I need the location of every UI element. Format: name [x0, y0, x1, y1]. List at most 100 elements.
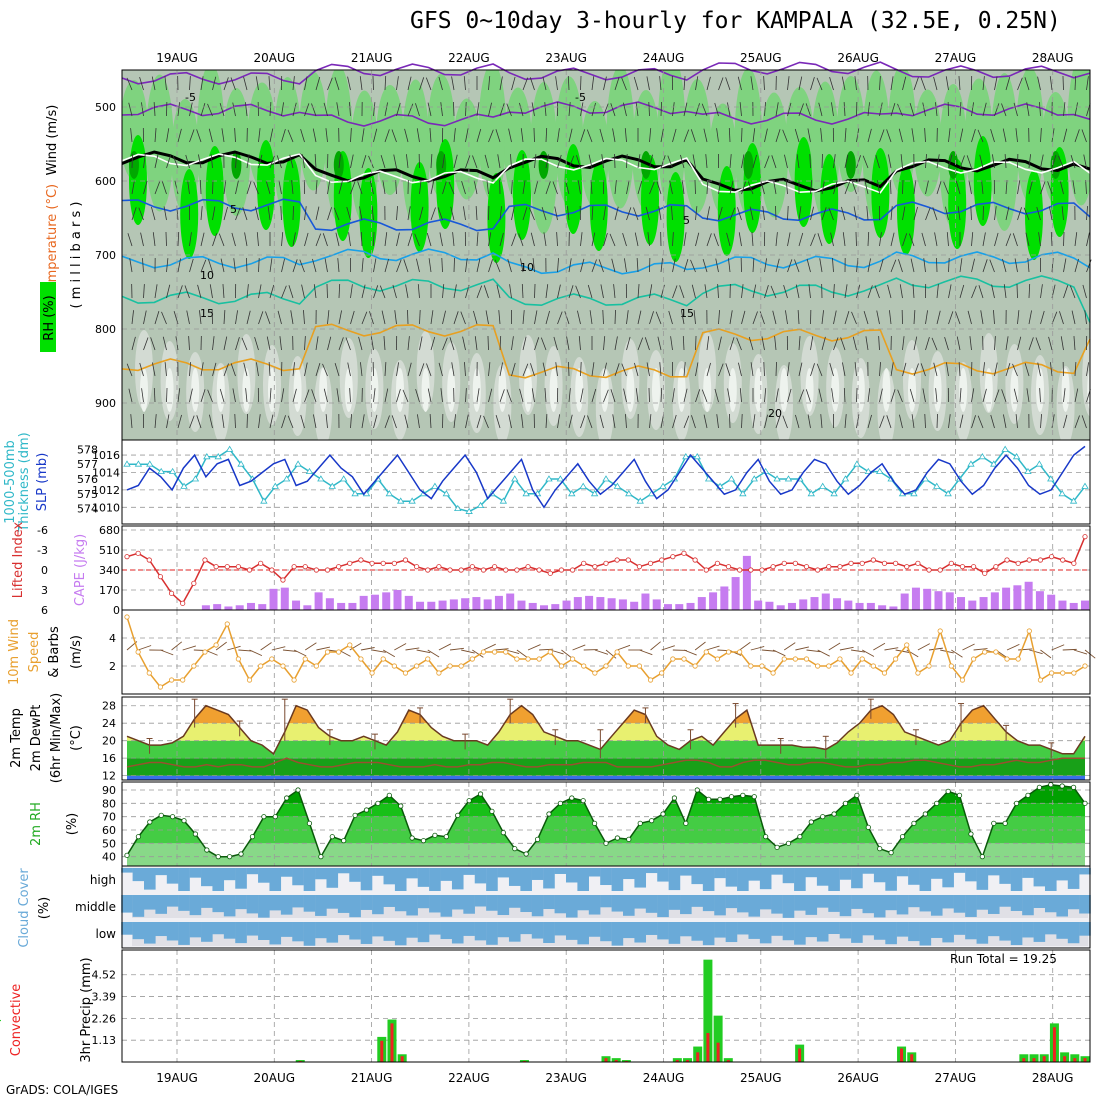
wind-barb: [1074, 388, 1079, 403]
cape-bar: [900, 593, 909, 610]
wind-barb: [649, 311, 654, 325]
wind-barb: [925, 180, 929, 195]
wind-barb: [474, 336, 478, 351]
wind-barb: [626, 336, 631, 351]
wind-barb: [994, 362, 998, 377]
wind-barb: [672, 258, 676, 273]
wind-barb: [736, 337, 742, 351]
wind-barb: [200, 362, 204, 377]
day-label-top: 21AUG: [351, 51, 393, 65]
temp-band: [127, 758, 1085, 776]
wind-barb: [810, 336, 814, 351]
wind-barb: [312, 258, 317, 273]
wind-10m-barb: [783, 642, 796, 651]
wind-barb: [534, 154, 537, 169]
wind-barb: [614, 363, 620, 377]
wind-barb: [810, 206, 814, 221]
wind-barb: [258, 414, 261, 429]
wind-barb: [476, 258, 481, 273]
cape-bar: [461, 598, 470, 610]
cloud-bar: [908, 895, 920, 908]
cape-bar: [810, 597, 819, 610]
lifted-index-line-point: [146, 557, 152, 563]
thickness-line-point: [465, 507, 473, 514]
lifted-index-line-point: [280, 577, 286, 583]
thickness-line-point: [933, 482, 941, 489]
wind-speed-line-point: [614, 649, 620, 655]
rh-lightest-cell: [703, 368, 712, 412]
wind-barb: [557, 414, 560, 429]
wind-barb: [396, 362, 399, 377]
wind-barb: [911, 414, 915, 429]
wind-barb: [971, 258, 975, 273]
wind-barb: [1028, 337, 1034, 351]
wind-10m-barb: [516, 649, 528, 659]
wind-barb: [612, 414, 616, 429]
wind-barb: [586, 129, 593, 143]
thickness-line-point: [818, 482, 827, 489]
cloud-bar: [588, 922, 601, 937]
wind-barb: [886, 415, 892, 429]
thickness-line-point: [545, 475, 553, 482]
lifted-index-line-point: [1026, 557, 1032, 563]
wind-barb: [196, 415, 202, 429]
wind-speed-line-point: [904, 642, 910, 648]
wind-barb: [795, 414, 800, 429]
wind-barb: [292, 102, 297, 117]
wind-barb: [798, 206, 802, 221]
cloud-bar: [178, 868, 190, 891]
wind-barb: [499, 206, 502, 221]
cloud-label: Cloud Cover: [17, 868, 32, 948]
wind-barb: [706, 362, 711, 377]
cape-bar: [235, 605, 244, 610]
wind-barb: [922, 388, 926, 403]
cloud-bar: [680, 922, 692, 937]
wind-barb: [361, 311, 368, 325]
wind-barb: [153, 388, 156, 403]
rh-bright-cell: [666, 172, 685, 262]
wind-barb: [1017, 77, 1023, 91]
wind-barb: [833, 337, 839, 351]
wind-barb: [1070, 154, 1076, 169]
thickness-line-point: [682, 453, 690, 460]
cape-bar: [551, 604, 560, 610]
thickness-line-point: [978, 453, 987, 460]
wind-barb: [384, 76, 387, 91]
wind-barb: [982, 362, 985, 377]
wind-barb: [948, 311, 954, 325]
wind-barb: [1025, 232, 1030, 247]
wind-barb: [542, 362, 547, 377]
wind-barb: [555, 362, 558, 377]
day-label-top: 22AUG: [448, 51, 490, 65]
wind-speed-line-point: [592, 670, 598, 676]
wind-10m-barb: [605, 649, 617, 659]
wind-speed-line-point: [447, 663, 453, 669]
wind-barb: [1085, 180, 1087, 195]
wind-speed-line-point: [380, 656, 386, 662]
wind-barb: [292, 259, 298, 273]
cloud-bar: [828, 868, 840, 891]
rh-bright-cell: [794, 137, 813, 227]
thickness-line-point: [739, 490, 747, 497]
wind-barb: [841, 206, 846, 221]
wind-barb: [143, 337, 149, 351]
wind-barb: [143, 284, 145, 299]
wind-barb: [465, 284, 470, 299]
wind-barb: [427, 102, 432, 117]
wind-barb: [1005, 76, 1011, 91]
wind-barb: [660, 258, 663, 273]
wind-barb: [644, 337, 650, 351]
wind-barb: [416, 128, 420, 143]
wind-speed-line-point: [647, 677, 654, 683]
wind-barb: [510, 154, 512, 169]
wind-barb: [752, 284, 757, 299]
wind-barb: [138, 207, 144, 221]
wind-10m-barb: [806, 649, 821, 653]
thickness-tick: 574: [77, 503, 98, 516]
rh2m-line-point: [500, 830, 506, 836]
day-label-top: 27AUG: [935, 51, 977, 65]
rh-lightest-cell: [677, 368, 686, 412]
wind-barb: [701, 103, 708, 117]
rh2m-tick: 40: [102, 851, 116, 864]
